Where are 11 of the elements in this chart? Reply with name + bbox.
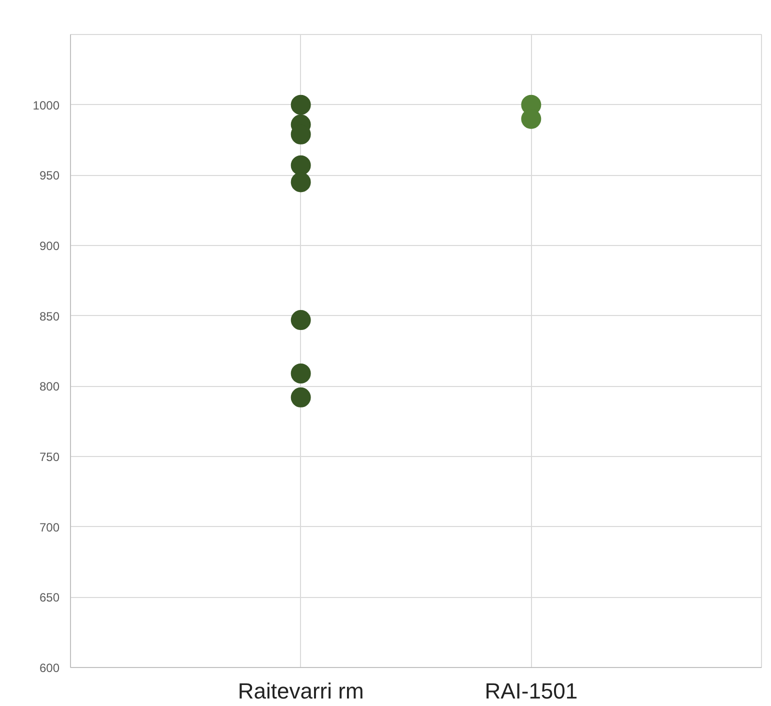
y-tick-label: 1000 [32,98,60,112]
y-tick-label: 800 [39,380,60,394]
x-tick-label: Raitevarri rm [238,678,364,704]
y-tick-label: 700 [39,520,60,534]
y-tick-label: 900 [39,239,60,253]
y-tick-label: 750 [39,450,60,464]
y-tick-label: 950 [39,168,60,183]
y-tick-label: 850 [39,309,60,324]
x-tick-label: RAI-1501 [484,678,578,704]
y-tick-label: 600 [39,661,60,675]
y-tick-label: 650 [39,590,60,605]
